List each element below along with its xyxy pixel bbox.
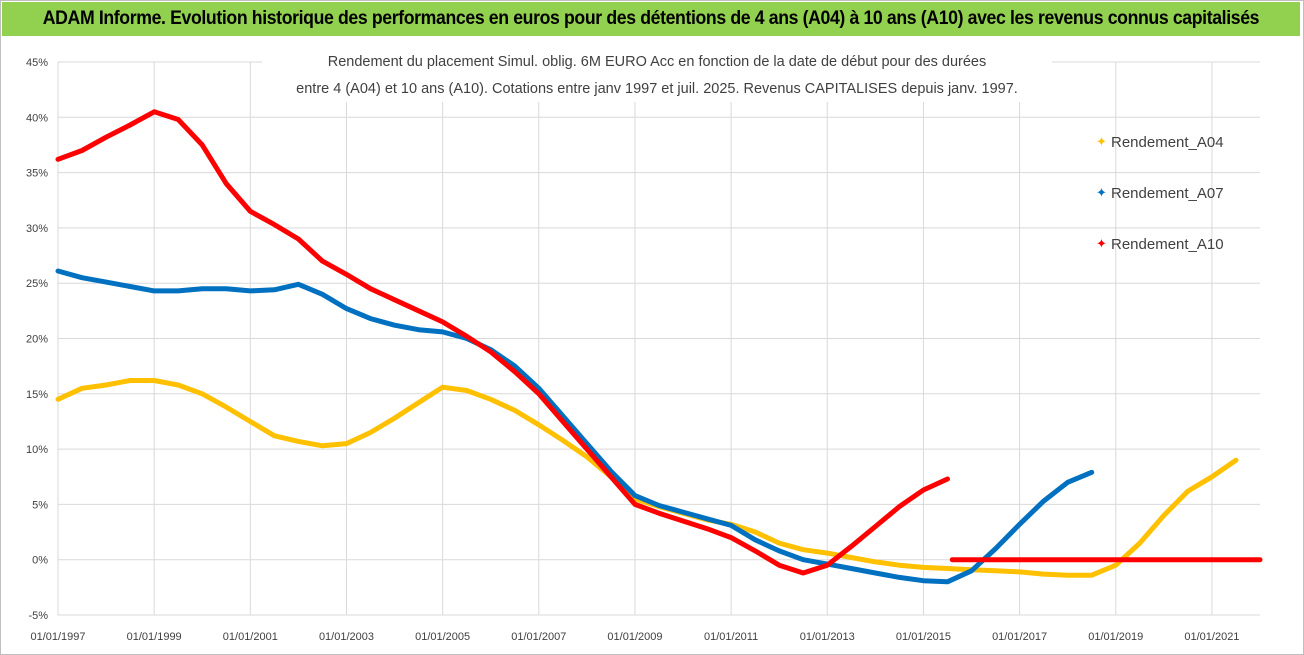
y-tick-label: 15%	[26, 389, 48, 401]
banner-title: ADAM Informe. Evolution historique des p…	[42, 8, 1260, 29]
legend-label: Rendement_A04	[1111, 134, 1224, 151]
x-tick-label: 01/01/2005	[415, 631, 470, 643]
chart-title-line-2: entre 4 (A04) et 10 ans (A10). Cotations…	[296, 81, 1018, 97]
x-tick-label: 01/01/2013	[800, 631, 855, 643]
gridlines	[57, 61, 1260, 616]
series-lines	[55, 109, 1263, 585]
x-tick-label: 01/01/2015	[896, 631, 951, 643]
series-line-rendement-a07	[55, 268, 1095, 585]
x-tick-label: 01/01/2011	[704, 631, 758, 643]
banner: ADAM Informe. Evolution historique des p…	[2, 2, 1300, 36]
series-line-rendement-a04	[55, 378, 1239, 578]
x-tick-label: 01/01/2003	[319, 631, 374, 643]
legend-label: Rendement_A10	[1111, 236, 1224, 253]
chart-title-line-1: Rendement du placement Simul. oblig. 6M …	[328, 54, 987, 70]
y-tick-label: 25%	[26, 278, 48, 290]
y-tick-label: 45%	[26, 57, 48, 69]
x-tick-label: 01/01/2019	[1088, 631, 1143, 643]
series-line-rendement-a10	[55, 109, 950, 576]
x-tick-label: 01/01/2009	[607, 631, 662, 643]
y-tick-label: 30%	[26, 223, 48, 235]
y-tick-label: 10%	[26, 444, 48, 456]
y-tick-label: -5%	[28, 610, 48, 622]
legend-marker-icon: ✦	[1096, 186, 1107, 201]
x-tick-label: 01/01/1997	[30, 631, 85, 643]
x-tick-label: 01/01/1999	[127, 631, 182, 643]
legend-label: Rendement_A07	[1111, 185, 1224, 202]
y-tick-label: 5%	[32, 499, 48, 511]
legend-marker-icon: ✦	[1096, 237, 1107, 252]
legend-marker-icon: ✦	[1096, 135, 1107, 150]
y-tick-label: 40%	[26, 112, 48, 124]
legend: ✦ Rendement_A04 ✦ Rendement_A07 ✦ Rendement_A…	[1096, 134, 1224, 253]
y-tick-label: 0%	[32, 555, 48, 567]
y-tick-label: 20%	[26, 334, 48, 346]
x-tick-label: 01/01/2021	[1184, 631, 1239, 643]
axis-ticks: 45% 40% 35% 30% 25% 20% 15% 10% 5% 0% -5% 01/01/199…	[26, 57, 1239, 643]
x-tick-label: 01/01/2007	[511, 631, 566, 643]
x-tick-label: 01/01/2001	[223, 631, 278, 643]
title-backdrop	[262, 44, 1052, 102]
y-tick-label: 35%	[26, 168, 48, 180]
x-tick-label: 01/01/2017	[992, 631, 1047, 643]
